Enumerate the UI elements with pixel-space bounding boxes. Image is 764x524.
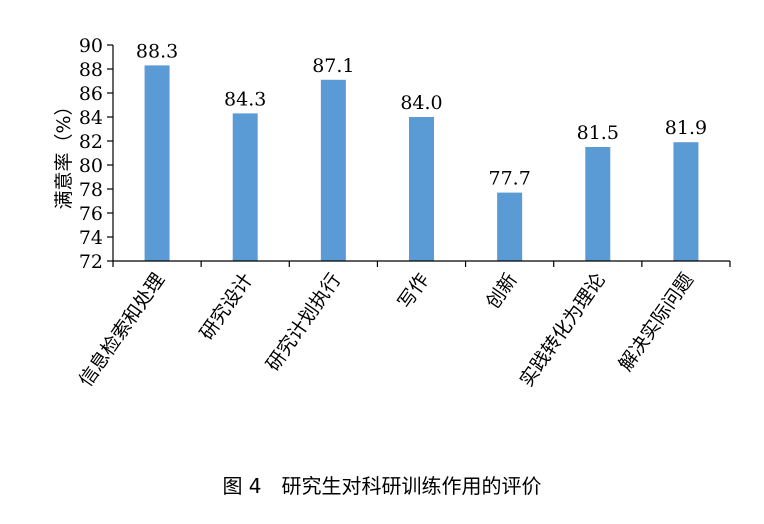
bar [409,117,434,261]
data-label: 88.3 [136,40,178,62]
bar [232,113,258,262]
figure-caption: 图 4 研究生对科研训练作用的评价 [222,474,542,498]
bar [144,65,170,262]
bar [585,147,611,261]
y-tick-label: 80 [79,155,103,177]
data-label: 81.9 [665,117,707,139]
y-tick-label: 74 [79,227,103,249]
y-tick-label: 88 [79,59,103,81]
y-tick-label: 82 [79,131,103,153]
bar [320,79,346,261]
y-tick-label: 78 [79,179,103,201]
data-label: 84.0 [400,92,442,114]
bar [497,192,523,261]
y-axis-label-group: 满意率（%） [53,96,75,209]
data-label: 84.3 [224,88,266,110]
y-tick-label: 86 [79,83,103,105]
data-labels-group: 88.3 84.3 87.1 84.0 77.7 81.5 81.9 [136,40,707,189]
category-label: 信息检索和处理 [75,269,169,391]
bar [673,142,699,261]
category-label: 研究设计 [196,269,258,344]
data-label: 87.1 [312,55,354,77]
x-axis [112,260,731,267]
y-tick-label: 72 [79,251,103,273]
category-label: 解决实际问题 [615,269,698,375]
category-label: 实践转化为理论 [516,269,610,391]
data-label: 81.5 [577,122,619,144]
category-label: 研究计划执行 [262,269,345,375]
y-tick-label: 76 [79,203,103,225]
data-label: 77.7 [488,168,530,190]
bars-group [144,65,699,262]
category-label: 创新 [482,269,522,313]
y-tick-label: 90 [79,35,103,57]
y-axis-label: 满意率（%） [53,96,75,209]
y-tick-label: 84 [79,107,103,129]
category-label: 写作 [394,269,434,313]
bar-chart: 满意率（%） 88.3 84.3 87.1 84.0 77.7 81.5 81.9 7274… [53,35,731,391]
